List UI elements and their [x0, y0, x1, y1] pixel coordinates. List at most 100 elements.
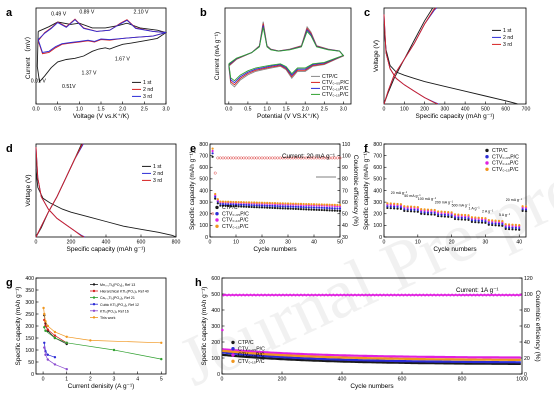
efficiency-point — [501, 293, 504, 296]
capacity-point — [271, 206, 274, 209]
efficiency-point — [477, 294, 481, 297]
efficiency-point — [441, 294, 445, 297]
capacity-point — [221, 204, 225, 207]
capacity-point — [260, 201, 264, 204]
legend-entry: CTV₀.₀₅P/C — [238, 346, 265, 352]
rate-point — [491, 223, 494, 227]
capacity-point — [266, 206, 269, 209]
efficiency-point — [307, 156, 311, 160]
efficiency-point — [447, 293, 450, 296]
capacity-point — [279, 205, 282, 208]
efficiency-point — [371, 293, 375, 296]
efficiency-point — [294, 294, 297, 297]
efficiency-point — [328, 293, 331, 296]
rate-point — [464, 216, 467, 220]
capacity-point — [232, 205, 235, 208]
efficiency-point — [273, 156, 277, 160]
efficiency-point — [434, 294, 438, 297]
legend-marker — [485, 155, 489, 159]
legend-entry: 1 st — [153, 164, 162, 170]
rate-point — [413, 205, 416, 208]
rate-point — [433, 208, 436, 212]
legend-marker — [92, 309, 96, 312]
efficiency-point — [244, 156, 248, 160]
capacity-point — [325, 206, 329, 210]
efficiency-point — [436, 293, 439, 296]
legend-entry: CTV₀.₁₅P/C — [238, 359, 265, 365]
peak-annotation: 1.37 V — [82, 71, 98, 77]
efficiency-point — [256, 293, 259, 296]
capacity-point — [227, 203, 230, 206]
rate-point — [507, 227, 511, 231]
peak-annotation: 0.51V — [62, 84, 76, 90]
efficiency-point — [346, 293, 349, 296]
rate-point — [501, 222, 504, 226]
efficiency-point — [517, 294, 520, 297]
rate-point — [426, 208, 430, 211]
y-tick-label: 700 — [373, 153, 382, 159]
rate-point — [386, 206, 389, 210]
y-axis-label: Voltage (V) — [373, 40, 380, 72]
efficiency-point — [231, 156, 235, 160]
x-tick-label: 20 — [259, 240, 265, 246]
capacity-point — [224, 200, 227, 203]
x-tick-label: 3 — [113, 377, 116, 383]
x-tick-label: 600 — [137, 240, 146, 246]
y-tick-label: 600 — [199, 165, 208, 171]
legend-entry: CTV₀.₀₅P/C — [322, 80, 349, 86]
rate-point — [396, 207, 399, 210]
legend-entry: This work — [100, 316, 116, 320]
x-tick-label: 2.5 — [321, 107, 328, 113]
y2-axis-label: Coulombic efficiency (%) — [352, 155, 359, 226]
efficiency-point — [211, 212, 215, 216]
y-tick-label: 100 — [211, 356, 220, 362]
series-charge-discharge — [35, 168, 177, 238]
legend-marker — [92, 296, 96, 299]
rate-label: 1 A g⁻¹ — [469, 207, 481, 211]
y-tick-label: 0 — [205, 235, 208, 241]
rate-point — [507, 226, 511, 229]
efficiency-point — [299, 293, 303, 296]
y-tick-label: 500 — [199, 177, 208, 183]
capacity-point — [294, 207, 297, 211]
rate-point — [443, 210, 446, 213]
x-tick-label: 0.5 — [54, 107, 61, 113]
x-tick-label: 400 — [338, 377, 347, 383]
rate-point — [406, 208, 409, 211]
efficiency-point — [283, 294, 286, 297]
rate-point — [470, 219, 474, 222]
rate-point — [457, 216, 460, 219]
efficiency-point — [486, 293, 490, 296]
capacity-point — [276, 207, 279, 210]
efficiency-point — [476, 293, 479, 296]
capacity-point — [312, 203, 316, 206]
comparison-point — [65, 335, 68, 338]
x-tick-label: 0.5 — [244, 107, 251, 113]
rate-point — [436, 214, 440, 218]
capacity-point — [266, 201, 269, 205]
legend-entry: Ca₀.₅Ti₂(PO₄)₃ Ref 21 — [100, 296, 135, 300]
comparison-point — [53, 336, 57, 340]
efficiency-point — [247, 156, 251, 160]
efficiency-point — [497, 293, 501, 296]
comparison-line — [43, 347, 67, 370]
capacity-point — [281, 207, 284, 210]
rate-point — [436, 213, 440, 216]
series-charge-discharge — [35, 147, 85, 238]
comparison-point — [44, 329, 47, 332]
rate-point — [474, 216, 477, 219]
rate-point — [484, 217, 487, 220]
capacity-point — [245, 201, 248, 204]
capacity-point — [273, 206, 277, 210]
efficiency-point — [369, 294, 373, 297]
legend-entry: CTV₀.₁₅P/C — [222, 224, 249, 230]
rate-point — [504, 227, 507, 230]
rate-point — [514, 223, 517, 227]
legend-entry: 3 rd — [503, 42, 512, 48]
efficiency-point — [302, 156, 305, 160]
panel-label: d — [6, 143, 13, 155]
rate-point — [474, 219, 477, 222]
rate-point — [504, 223, 507, 226]
efficiency-point — [368, 293, 371, 296]
efficiency-point — [341, 294, 344, 297]
